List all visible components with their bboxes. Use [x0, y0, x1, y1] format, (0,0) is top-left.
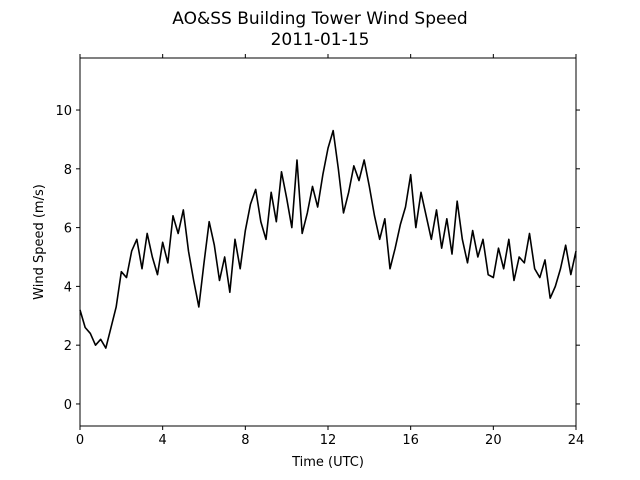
x-tick-label: 24	[568, 433, 585, 448]
chart-title: AO&SS Building Tower Wind Speed	[172, 9, 467, 29]
plot-frame	[79, 57, 577, 427]
x-tick-label: 20	[485, 433, 502, 448]
y-tick-label: 4	[64, 280, 72, 295]
x-axis-label: Time (UTC)	[291, 455, 364, 470]
chart-subtitle: 2011-01-15	[271, 30, 370, 50]
y-tick-label: 10	[55, 104, 72, 119]
y-tick-label: 8	[64, 163, 72, 178]
y-axis-label: Wind Speed (m/s)	[32, 184, 47, 300]
x-tick-label: 12	[320, 433, 337, 448]
line-series	[79, 129, 577, 349]
x-tick-label: 8	[241, 433, 249, 448]
x-tick-label: 4	[159, 433, 167, 448]
y-tick-label: 6	[64, 222, 72, 237]
x-tick-label: 16	[402, 433, 419, 448]
x-tick-label: 0	[76, 433, 84, 448]
y-tick-label: 2	[64, 339, 72, 354]
y-tick-label: 0	[64, 398, 72, 413]
